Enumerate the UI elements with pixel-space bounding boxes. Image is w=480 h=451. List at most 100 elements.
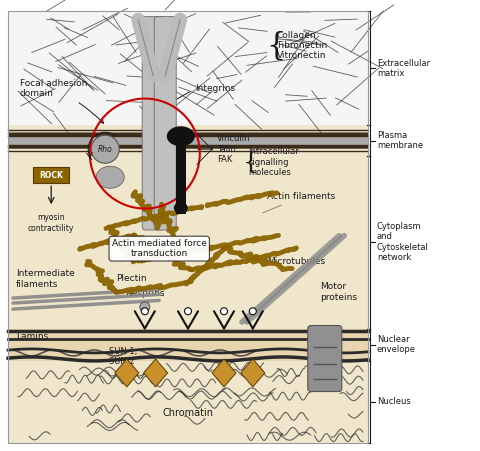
Ellipse shape bbox=[44, 146, 46, 149]
Ellipse shape bbox=[142, 146, 144, 149]
Ellipse shape bbox=[297, 146, 300, 149]
Ellipse shape bbox=[216, 146, 218, 149]
Ellipse shape bbox=[339, 132, 342, 135]
Ellipse shape bbox=[80, 132, 82, 135]
Ellipse shape bbox=[36, 146, 38, 149]
Ellipse shape bbox=[221, 132, 224, 135]
FancyBboxPatch shape bbox=[154, 17, 176, 230]
Ellipse shape bbox=[68, 146, 70, 149]
Ellipse shape bbox=[295, 132, 298, 135]
Ellipse shape bbox=[283, 146, 286, 149]
Ellipse shape bbox=[333, 146, 336, 149]
Ellipse shape bbox=[315, 146, 318, 149]
Ellipse shape bbox=[303, 132, 306, 135]
Ellipse shape bbox=[175, 146, 178, 149]
Ellipse shape bbox=[123, 146, 126, 149]
Ellipse shape bbox=[108, 146, 110, 149]
Circle shape bbox=[140, 302, 149, 312]
Ellipse shape bbox=[157, 146, 160, 149]
Text: Intracellular
signalling
molecules: Intracellular signalling molecules bbox=[248, 147, 299, 177]
Ellipse shape bbox=[128, 132, 130, 135]
Ellipse shape bbox=[166, 132, 168, 135]
Ellipse shape bbox=[92, 146, 94, 149]
Ellipse shape bbox=[229, 146, 232, 149]
Ellipse shape bbox=[52, 132, 54, 135]
Ellipse shape bbox=[199, 132, 202, 135]
Ellipse shape bbox=[199, 146, 202, 149]
Ellipse shape bbox=[28, 132, 30, 135]
Bar bbox=[175, 144, 185, 214]
Ellipse shape bbox=[221, 146, 224, 149]
Ellipse shape bbox=[349, 132, 351, 135]
Ellipse shape bbox=[140, 132, 142, 135]
Ellipse shape bbox=[351, 132, 353, 135]
Ellipse shape bbox=[24, 146, 26, 149]
Ellipse shape bbox=[20, 146, 22, 149]
Ellipse shape bbox=[168, 132, 170, 135]
Ellipse shape bbox=[289, 132, 292, 135]
Ellipse shape bbox=[271, 146, 274, 149]
Ellipse shape bbox=[359, 146, 361, 149]
Ellipse shape bbox=[267, 146, 270, 149]
Ellipse shape bbox=[34, 132, 36, 135]
Ellipse shape bbox=[311, 146, 313, 149]
Ellipse shape bbox=[261, 146, 264, 149]
Ellipse shape bbox=[132, 132, 134, 135]
Ellipse shape bbox=[97, 146, 100, 149]
Ellipse shape bbox=[357, 146, 360, 149]
Ellipse shape bbox=[343, 146, 346, 149]
Ellipse shape bbox=[239, 146, 242, 149]
Ellipse shape bbox=[180, 132, 182, 135]
Ellipse shape bbox=[305, 146, 308, 149]
Ellipse shape bbox=[12, 146, 14, 149]
Ellipse shape bbox=[32, 146, 34, 149]
Ellipse shape bbox=[235, 146, 238, 149]
Text: Nesprins: Nesprins bbox=[125, 290, 164, 299]
Ellipse shape bbox=[275, 132, 277, 135]
Ellipse shape bbox=[118, 132, 120, 135]
Ellipse shape bbox=[309, 146, 312, 149]
Ellipse shape bbox=[315, 132, 318, 135]
Ellipse shape bbox=[16, 146, 18, 149]
Ellipse shape bbox=[135, 146, 138, 149]
Ellipse shape bbox=[8, 146, 10, 149]
Text: Vinculin
Talin
FAK: Vinculin Talin FAK bbox=[216, 134, 250, 164]
Ellipse shape bbox=[116, 132, 118, 135]
Ellipse shape bbox=[299, 132, 301, 135]
Ellipse shape bbox=[197, 132, 200, 135]
Text: Microtubules: Microtubules bbox=[267, 257, 324, 266]
Ellipse shape bbox=[341, 132, 344, 135]
Ellipse shape bbox=[48, 146, 50, 149]
Ellipse shape bbox=[285, 132, 288, 135]
Ellipse shape bbox=[189, 132, 192, 135]
Ellipse shape bbox=[44, 132, 46, 135]
Ellipse shape bbox=[58, 146, 60, 149]
Ellipse shape bbox=[307, 146, 310, 149]
Ellipse shape bbox=[185, 132, 188, 135]
Ellipse shape bbox=[189, 146, 192, 149]
Ellipse shape bbox=[30, 146, 32, 149]
Ellipse shape bbox=[247, 132, 250, 135]
Ellipse shape bbox=[92, 132, 94, 135]
Ellipse shape bbox=[287, 146, 289, 149]
Ellipse shape bbox=[181, 146, 184, 149]
Text: {: { bbox=[242, 151, 258, 174]
Ellipse shape bbox=[180, 146, 182, 149]
Ellipse shape bbox=[329, 146, 332, 149]
Ellipse shape bbox=[70, 132, 72, 135]
Ellipse shape bbox=[317, 146, 320, 149]
Ellipse shape bbox=[347, 146, 349, 149]
Ellipse shape bbox=[173, 146, 176, 149]
Ellipse shape bbox=[56, 132, 58, 135]
Ellipse shape bbox=[241, 146, 244, 149]
Ellipse shape bbox=[159, 146, 162, 149]
Ellipse shape bbox=[325, 146, 327, 149]
Ellipse shape bbox=[8, 132, 10, 135]
Ellipse shape bbox=[144, 132, 146, 135]
Ellipse shape bbox=[18, 146, 20, 149]
Ellipse shape bbox=[269, 146, 272, 149]
Bar bbox=[8, 328, 367, 361]
Ellipse shape bbox=[149, 146, 152, 149]
Ellipse shape bbox=[78, 146, 80, 149]
Ellipse shape bbox=[329, 132, 332, 135]
